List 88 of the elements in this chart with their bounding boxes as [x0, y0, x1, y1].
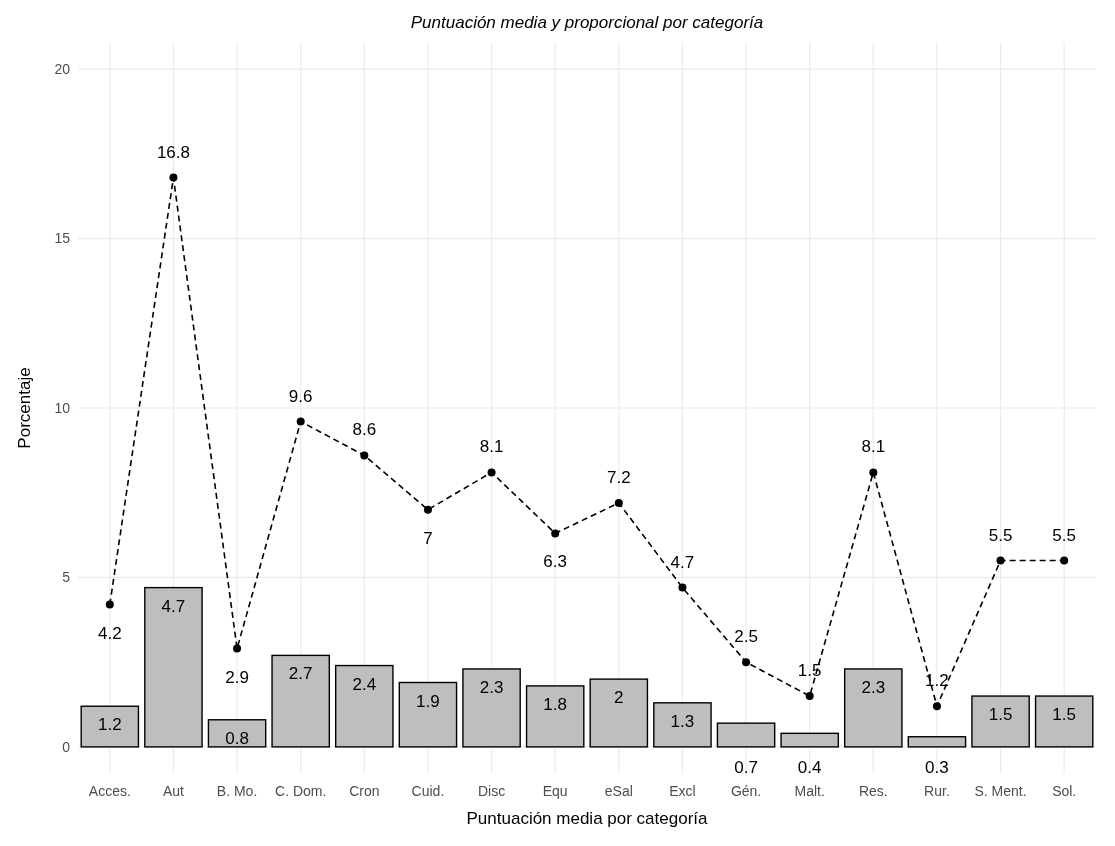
- data-label: 6.3: [543, 552, 568, 572]
- bar: [843, 668, 903, 748]
- point: [614, 498, 623, 507]
- point: [678, 583, 687, 592]
- data-label: 1.2: [97, 715, 122, 735]
- point: [105, 600, 114, 609]
- point: [487, 468, 496, 477]
- x-tick-label: Sol.: [1052, 783, 1077, 799]
- point: [869, 468, 878, 477]
- x-tick-label: Gén.: [730, 783, 762, 799]
- bar: [144, 586, 203, 748]
- data-label: 1.2: [925, 671, 949, 691]
- data-label: 8.6: [352, 420, 377, 440]
- x-tick-label: Rur.: [924, 783, 950, 799]
- data-label: 16.8: [156, 142, 190, 162]
- x-tick-label: S. Ment.: [974, 783, 1027, 799]
- data-label: 2.4: [352, 674, 377, 694]
- data-label: 1.3: [670, 711, 695, 731]
- y-tick-label: 0: [62, 738, 71, 755]
- x-tick-label: Excl: [669, 783, 696, 799]
- data-label: 1.5: [797, 661, 822, 681]
- data-label: 8.1: [861, 437, 886, 457]
- point: [742, 658, 751, 667]
- x-tick-label: Equ: [542, 783, 568, 799]
- data-label: 4.2: [97, 623, 122, 643]
- bar: [207, 719, 267, 748]
- bar: [525, 685, 585, 748]
- x-tick-label: Cron: [349, 783, 380, 799]
- point: [423, 505, 432, 514]
- x-tick-label: Disc: [477, 783, 506, 799]
- bar: [334, 664, 394, 748]
- bar: [1034, 695, 1094, 748]
- point: [805, 692, 814, 701]
- bar: [398, 681, 458, 748]
- x-tick-label: Res.: [858, 783, 888, 799]
- data-label: 2.5: [734, 627, 758, 647]
- point: [1060, 556, 1069, 565]
- data-label: 1.9: [416, 691, 440, 711]
- bar: [462, 668, 521, 748]
- data-label: 5.5: [988, 525, 1013, 545]
- data-label: 1.5: [1052, 705, 1077, 725]
- data-label: 2.7: [288, 664, 313, 684]
- data-label: 7.2: [606, 467, 631, 487]
- y-axis-title: Porcentaje: [15, 367, 34, 449]
- data-label: 1.8: [543, 694, 568, 714]
- data-label: 7: [423, 528, 433, 548]
- data-label: 2: [614, 688, 624, 708]
- data-label: 9.6: [288, 386, 313, 406]
- data-label: 0.7: [734, 757, 758, 777]
- data-label: 4.7: [161, 596, 186, 616]
- data-label: 0.4: [797, 757, 822, 777]
- bar: [780, 732, 840, 748]
- data-label: 2.9: [225, 667, 249, 687]
- y-tick-label: 20: [54, 61, 71, 78]
- data-label: 0.3: [925, 757, 949, 777]
- bar: [971, 695, 1030, 748]
- x-tick-label: B. Mo.: [216, 783, 258, 799]
- bar: [589, 678, 649, 748]
- y-tick-label: 10: [54, 399, 71, 416]
- x-tick-label: Acces.: [88, 783, 131, 799]
- x-tick-label: Malt.: [794, 783, 825, 799]
- bar: [80, 705, 140, 748]
- data-label: 2.3: [861, 677, 886, 697]
- point: [551, 529, 560, 538]
- data-label: 2.3: [479, 677, 504, 697]
- point: [932, 702, 941, 711]
- data-label: 1.5: [988, 705, 1013, 725]
- data-label: 5.5: [1052, 525, 1077, 545]
- bar: [653, 702, 712, 748]
- x-tick-label: Aut: [162, 783, 185, 799]
- point: [996, 556, 1005, 565]
- data-label: 8.1: [479, 437, 504, 457]
- x-tick-label: Cuid.: [411, 783, 445, 799]
- point: [296, 417, 305, 426]
- x-tick-label: C. Dom.: [275, 783, 327, 799]
- bar: [271, 654, 331, 748]
- point: [360, 451, 369, 460]
- y-tick-label: 15: [54, 230, 71, 247]
- x-tick-label: eSal: [604, 783, 633, 799]
- data-label: 4.7: [670, 552, 695, 572]
- point: [169, 173, 178, 182]
- data-label: 0.8: [225, 728, 249, 748]
- bar: [907, 736, 967, 748]
- x-axis-title: Puntuación media por categoría: [466, 809, 709, 828]
- bar: [716, 722, 776, 748]
- point: [233, 644, 242, 653]
- chart-title: Puntuación media y proporcional por categoría: [410, 13, 764, 32]
- y-tick-label: 5: [62, 569, 71, 586]
